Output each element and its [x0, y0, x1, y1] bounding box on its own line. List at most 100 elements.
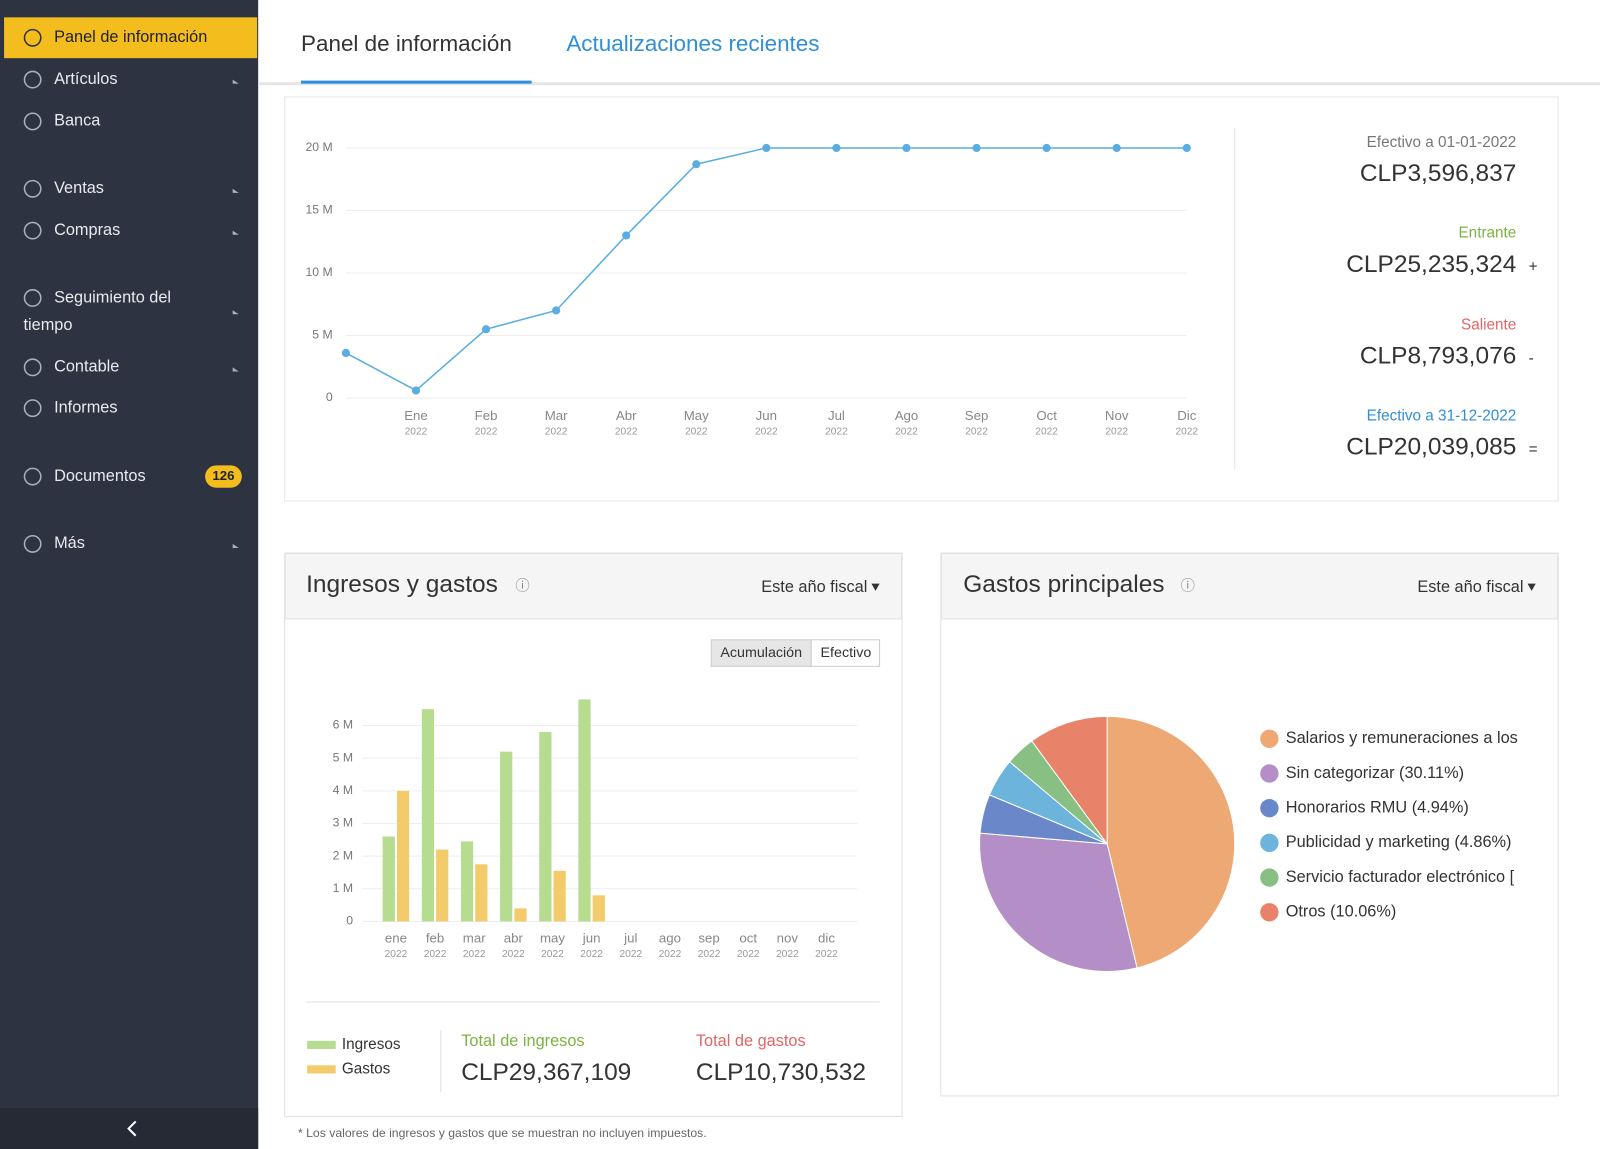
- menu-icon: [23, 399, 42, 418]
- x-tick-label: Dic: [1177, 408, 1197, 423]
- point: [692, 160, 701, 169]
- x-tick-year: 2022: [615, 426, 638, 437]
- x-tick-year: 2022: [965, 426, 988, 437]
- menu-icon: [23, 28, 42, 47]
- point: [411, 386, 421, 395]
- point: [1182, 143, 1191, 153]
- y-tick-label: 6 M: [333, 718, 353, 732]
- x-tick-year: 2022: [385, 949, 408, 960]
- x-tick-year: 2022: [424, 949, 447, 960]
- point: [972, 143, 981, 153]
- bar: [475, 864, 488, 922]
- legend-dot: [1260, 903, 1279, 922]
- legend-label: Otros (10.06%): [1286, 903, 1397, 921]
- menu-icon: [23, 534, 42, 553]
- x-tick-year: 2022: [825, 426, 848, 437]
- x-tick-year: 2022: [815, 949, 838, 960]
- x-tick-year: 2022: [545, 426, 568, 437]
- bar: [578, 699, 591, 922]
- pie-slice: [979, 832, 1138, 972]
- x-tick-year: 2022: [405, 426, 428, 437]
- menu-icon: [23, 289, 42, 307]
- menu-label[interactable]: Ventas: [54, 179, 104, 197]
- card-header: [940, 553, 1559, 620]
- x-tick-year: 2022: [475, 426, 498, 437]
- x-tick-label: Ene: [404, 408, 428, 423]
- bar: [539, 732, 552, 922]
- legend-dot: [1260, 764, 1279, 783]
- y-tick-label: 5 M: [312, 328, 332, 342]
- legend-dot: [1260, 798, 1279, 818]
- income-card: [284, 552, 903, 1117]
- legend-swatch: [307, 1040, 336, 1049]
- x-tick-label: Jun: [756, 408, 777, 423]
- summary-sign: =: [1529, 441, 1538, 458]
- toggle-inactive[interactable]: [810, 639, 881, 667]
- legend-label: Servicio facturador electrónico [: [1286, 868, 1515, 886]
- menu-label[interactable]: Artículos: [54, 70, 117, 88]
- pie-slice: [1031, 715, 1108, 846]
- tab[interactable]: Panel de información: [301, 31, 512, 56]
- point: [762, 143, 771, 153]
- menu-label[interactable]: Banca: [54, 112, 101, 130]
- x-tick-year: 2022: [541, 949, 564, 960]
- tab[interactable]: Actualizaciones recientes: [566, 31, 819, 56]
- legend-label: Salarios y remuneraciones a los: [1286, 729, 1518, 747]
- y-tick-label: 1 M: [333, 881, 353, 895]
- menu-icon: [23, 358, 42, 377]
- bar: [396, 790, 410, 922]
- card-header: [284, 553, 903, 620]
- x-tick-year: 2022: [698, 949, 721, 960]
- menu-label[interactable]: Más: [54, 534, 85, 552]
- menu-icon: [23, 179, 42, 198]
- point: [1042, 143, 1051, 153]
- menu-icon: [23, 70, 42, 89]
- toggle-label: Acumulación: [720, 645, 802, 661]
- period-select[interactable]: Este año fiscal: [761, 578, 867, 596]
- y-tick-label: 0: [326, 390, 333, 404]
- x-tick-label: oct: [739, 930, 757, 945]
- x-tick-label: jul: [623, 930, 637, 945]
- y-tick-label: 0: [346, 914, 353, 928]
- dropdown-arrow: [871, 583, 880, 591]
- summary-sign: +: [1529, 258, 1538, 275]
- menu-label[interactable]: Panel de información: [54, 28, 207, 46]
- help-icon: ⓘ: [515, 578, 529, 595]
- card-title: Ingresos y gastos: [306, 571, 498, 598]
- period-select[interactable]: Este año fiscal: [1417, 578, 1523, 596]
- x-tick-label: jun: [582, 930, 601, 945]
- x-tick-label: Feb: [475, 408, 498, 423]
- summary-label: Entrante: [1458, 225, 1516, 242]
- bar: [382, 836, 395, 922]
- badge: [205, 465, 242, 488]
- y-tick-label: 3 M: [333, 816, 353, 830]
- bar: [460, 841, 474, 922]
- point: [481, 325, 491, 334]
- summary-value: CLP8,793,076: [1360, 343, 1516, 370]
- menu-icon: [23, 467, 42, 486]
- legend-dot: [1260, 729, 1279, 748]
- sidebar: [0, 0, 259, 1149]
- active-highlight: [4, 17, 258, 59]
- x-tick-year: 2022: [463, 949, 486, 960]
- menu-label[interactable]: Contable: [54, 358, 119, 376]
- legend-swatch: [307, 1065, 336, 1074]
- x-tick-label: Oct: [1036, 408, 1057, 423]
- menu-label[interactable]: Documentos: [54, 467, 146, 485]
- legend-dot: [1260, 868, 1279, 887]
- menu-label[interactable]: Seguimiento del: [54, 288, 171, 306]
- bar: [514, 908, 527, 922]
- menu-label[interactable]: Informes: [54, 398, 117, 416]
- legend-label: Sin categorizar (30.11%): [1286, 764, 1464, 782]
- menu-label[interactable]: Compras: [54, 221, 120, 239]
- menu-label[interactable]: tiempo: [23, 316, 72, 334]
- summary-label: Efectivo a 01-01-2022: [1367, 134, 1517, 151]
- point: [552, 306, 561, 315]
- total-label: Total de gastos: [696, 1032, 806, 1050]
- summary-value: CLP25,235,324: [1346, 251, 1516, 278]
- point: [622, 231, 631, 240]
- x-tick-label: feb: [426, 930, 444, 945]
- x-tick-year: 2022: [895, 426, 918, 437]
- x-tick-label: may: [540, 930, 565, 945]
